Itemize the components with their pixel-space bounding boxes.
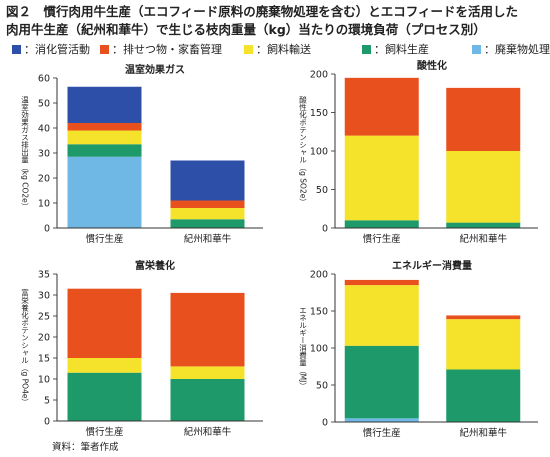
legend-swatch — [472, 44, 481, 54]
y-tick-label: 50 — [38, 99, 50, 110]
y-tick-label: 40 — [38, 124, 50, 135]
legend-swatch — [244, 44, 253, 54]
y-tick-label: 20 — [38, 174, 50, 185]
y-tick-label: 10 — [38, 199, 50, 210]
figure-title: 図２ 慣行肉用牛生産（エコフィード原料の廃棄物処理を含む）とエコフィードを活用し… — [6, 3, 546, 39]
legend-label: ：飼料輸送 — [256, 43, 311, 56]
legend-swatch — [100, 44, 109, 54]
chart-eutrophication: 富栄養化 0 5 10 15 20 25 30 35 富栄養化ポテンシャル（g PO4e） 慣行生産… — [20, 259, 263, 438]
chart-title: 温室効果ガス — [125, 63, 185, 76]
figure-title-line-2: 肉用牛生産（紀州和華牛）で生じる枝肉重量（kg）当たりの環境負荷（プロセス別） — [6, 22, 486, 37]
y-tick-label: 150 — [310, 307, 328, 318]
bar-segment — [170, 379, 245, 421]
y-tick-label: 100 — [310, 147, 328, 158]
x-category-label: 紀州和華牛 — [184, 233, 232, 245]
x-category-label: 慣行生産 — [85, 233, 123, 245]
bar-segment — [170, 366, 245, 379]
y-axis-label: 富栄養化ポテンシャル（g PO4e） — [20, 288, 29, 406]
bar-segment — [67, 372, 142, 421]
y-tick-label: 15 — [38, 354, 50, 365]
y-tick-label: 0 — [322, 224, 328, 235]
bar-segment — [170, 200, 245, 208]
legend-swatch — [12, 44, 21, 54]
bar-segment — [446, 151, 521, 223]
source-note: 資料：筆者作成 — [52, 442, 119, 453]
bar-segment — [67, 288, 142, 358]
y-tick-label: 30 — [38, 291, 50, 302]
legend-item: ：消化管活動 — [12, 41, 90, 57]
y-tick-label: 0 — [44, 417, 50, 428]
y-tick-label: 60 — [38, 74, 50, 85]
bar-segment — [170, 219, 245, 228]
bar-segment — [170, 292, 245, 367]
chart-title: 富栄養化 — [135, 259, 175, 272]
y-tick-label: 0 — [322, 418, 328, 429]
legend-label: ：飼料生産 — [374, 43, 429, 56]
x-category-label: 紀州和華牛 — [459, 427, 507, 439]
bar-segment — [446, 315, 521, 320]
y-tick-label: 50 — [316, 185, 328, 196]
y-axis-label: 温室効果ガス排出量（kg CO2e） — [20, 95, 29, 210]
y-tick-label: 200 — [310, 270, 328, 281]
y-tick-label: 200 — [310, 70, 328, 81]
chart-title: 酸性化 — [417, 59, 447, 72]
bar-segment — [67, 86, 142, 123]
x-category-label: 慣行生産 — [85, 426, 123, 438]
bar-segment — [67, 123, 142, 131]
legend-item: ：飼料生産 — [362, 41, 429, 57]
bar-segment — [67, 358, 142, 373]
legend-label: ：廃棄物処理 — [484, 43, 550, 56]
legend-item: ：飼料輸送 — [244, 41, 311, 57]
y-axis-label: エネルギー消費量（MJ） — [298, 306, 307, 390]
chart-ghg: 温室効果ガス 0 10 20 30 40 50 60 温室効果ガス排出量（kg CO2e） 慣行生… — [20, 63, 263, 245]
chart-acidification: 酸性化 0 50 100 150 200 酸性化ポテンシャル（g SO2e） 慣行生産 紀州和華… — [298, 59, 538, 245]
x-category-label: 慣行生産 — [363, 427, 401, 439]
bar-segment — [446, 319, 521, 370]
y-tick-label: 5 — [44, 396, 50, 407]
legend-swatch — [362, 44, 371, 54]
y-tick-label: 150 — [310, 108, 328, 119]
bar-segment — [170, 208, 245, 220]
bar-segment — [344, 418, 419, 422]
bar-segment — [446, 87, 521, 151]
bar-segment — [344, 135, 419, 221]
bar-segment — [344, 345, 419, 419]
bar-segment — [344, 285, 419, 346]
y-tick-label: 10 — [38, 375, 50, 386]
legend-label: ：排せつ物・家畜管理 — [112, 43, 222, 56]
y-tick-label: 25 — [38, 312, 50, 323]
y-axis-label: 酸性化ポテンシャル（g SO2e） — [298, 95, 307, 206]
chart-energy: エネルギー消費量 0 50 100 150 200 エネルギー消費量（MJ） 慣行生産 紀州和華… — [298, 259, 538, 439]
legend-item: ：廃棄物処理 — [472, 41, 550, 57]
legend: ：消化管活動 ：排せつ物・家畜管理 ：飼料輸送 ：飼料生産 ：廃棄物処理 — [12, 41, 550, 57]
x-category-label: 慣行生産 — [363, 233, 401, 245]
y-tick-label: 0 — [44, 224, 50, 235]
legend-item: ：排せつ物・家畜管理 — [100, 41, 222, 57]
bar-segment — [446, 222, 521, 228]
y-tick-label: 30 — [38, 149, 50, 160]
legend-label: ：消化管活動 — [24, 43, 90, 56]
y-tick-label: 20 — [38, 333, 50, 344]
x-category-label: 紀州和華牛 — [184, 426, 232, 438]
bar-segment — [344, 220, 419, 228]
x-category-label: 紀州和華牛 — [459, 233, 507, 245]
y-tick-label: 50 — [316, 381, 328, 392]
figure-title-line-1: 図２ 慣行肉用牛生産（エコフィード原料の廃棄物処理を含む）とエコフィードを活用し… — [6, 4, 519, 19]
bar-segment — [170, 160, 245, 201]
bar-segment — [67, 130, 142, 145]
chart-title: エネルギー消費量 — [392, 259, 472, 272]
bar-segment — [67, 144, 142, 157]
y-tick-label: 100 — [310, 344, 328, 355]
bar-segment — [344, 279, 419, 286]
bar-segment — [67, 156, 142, 228]
y-tick-label: 35 — [38, 270, 50, 281]
bar-segment — [344, 77, 419, 136]
bar-segment — [446, 369, 521, 422]
